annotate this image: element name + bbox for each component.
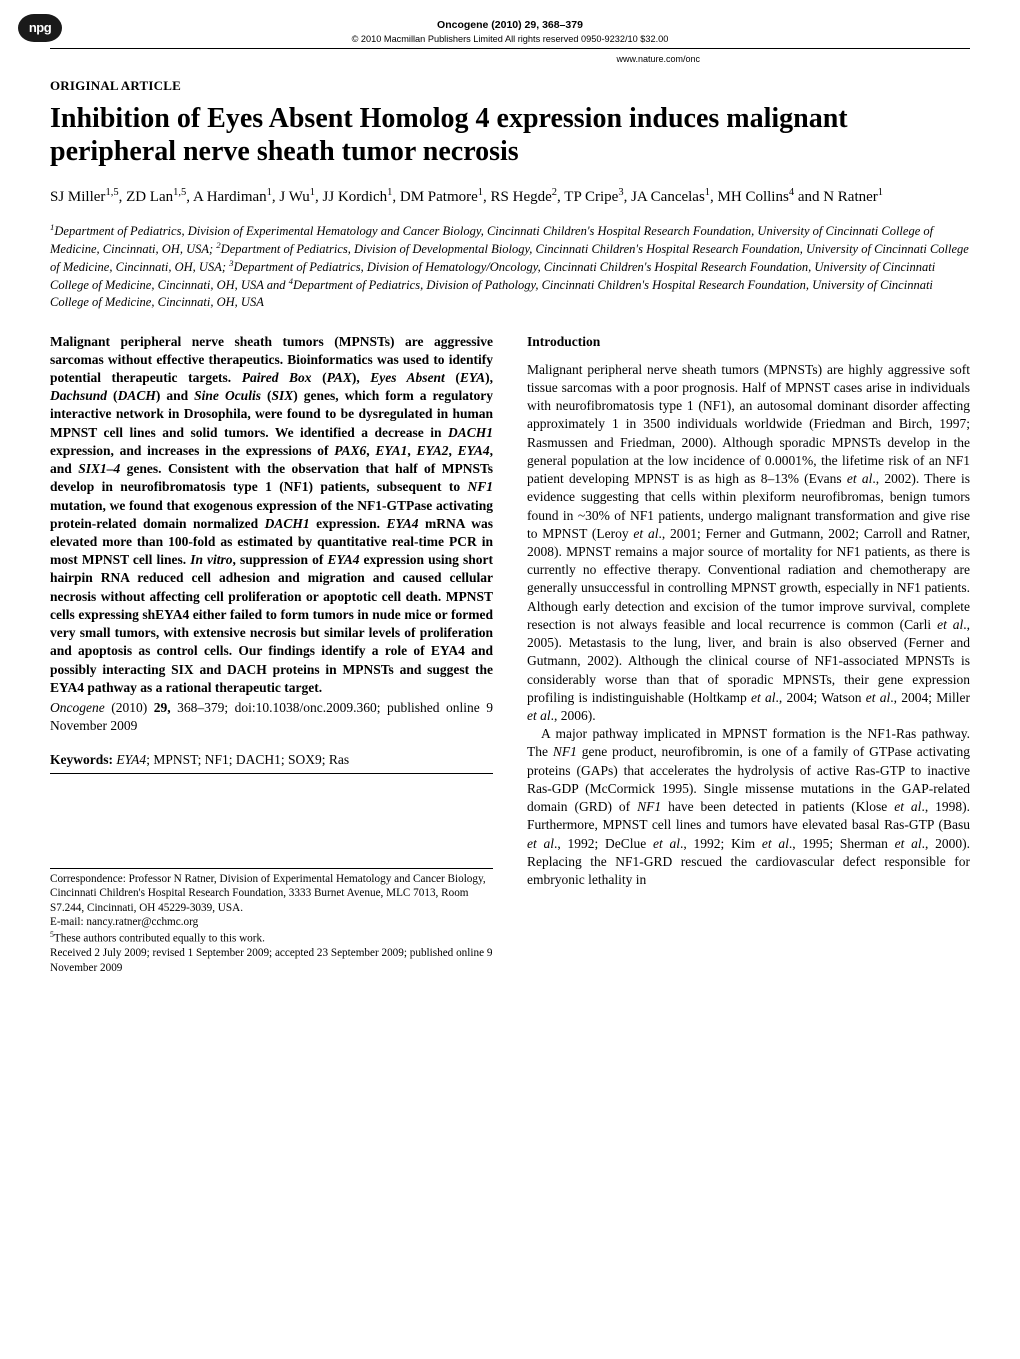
correspondence-block: Correspondence: Professor N Ratner, Divi… xyxy=(50,868,493,976)
keywords-block: Keywords: EYA4; MPNST; NF1; DACH1; SOX9;… xyxy=(50,751,493,773)
correspondence-address: Correspondence: Professor N Ratner, Divi… xyxy=(50,872,493,916)
publication-info: Oncogene (2010) 29, 368–379; doi:10.1038… xyxy=(50,699,493,735)
journal-website: www.nature.com/onc xyxy=(50,53,970,65)
article-title: Inhibition of Eyes Absent Homolog 4 expr… xyxy=(50,102,970,168)
right-column: Introduction Malignant peripheral nerve … xyxy=(527,333,970,976)
two-column-layout: Malignant peripheral nerve sheath tumors… xyxy=(50,333,970,976)
journal-reference: Oncogene (2010) 29, 368–379 xyxy=(50,18,970,32)
article-type-label: ORIGINAL ARTICLE xyxy=(50,77,970,95)
affiliations: 1Department of Pediatrics, Division of E… xyxy=(50,222,970,311)
npg-badge: npg xyxy=(18,14,62,42)
keywords-rule xyxy=(50,773,493,774)
correspondence-rule xyxy=(50,868,493,869)
correspondence-email: E-mail: nancy.ratner@cchmc.org xyxy=(50,915,493,930)
keywords-label: Keywords: xyxy=(50,752,113,767)
keywords-values: EYA4; MPNST; NF1; DACH1; SOX9; Ras xyxy=(116,752,349,767)
equal-contribution-note: 5These authors contributed equally to th… xyxy=(50,930,493,946)
introduction-body: Malignant peripheral nerve sheath tumors… xyxy=(527,361,970,889)
masthead-rule xyxy=(50,48,970,49)
copyright-line: © 2010 Macmillan Publishers Limited All … xyxy=(50,33,970,45)
received-dates: Received 2 July 2009; revised 1 Septembe… xyxy=(50,946,493,975)
masthead: Oncogene (2010) 29, 368–379 © 2010 Macmi… xyxy=(50,18,970,65)
author-list: SJ Miller1,5, ZD Lan1,5, A Hardiman1, J … xyxy=(50,186,970,207)
abstract-text: Malignant peripheral nerve sheath tumors… xyxy=(50,333,493,697)
intro-paragraph-2: A major pathway implicated in MPNST form… xyxy=(527,725,970,889)
intro-paragraph-1: Malignant peripheral nerve sheath tumors… xyxy=(527,361,970,725)
left-column: Malignant peripheral nerve sheath tumors… xyxy=(50,333,493,976)
introduction-heading: Introduction xyxy=(527,333,970,351)
